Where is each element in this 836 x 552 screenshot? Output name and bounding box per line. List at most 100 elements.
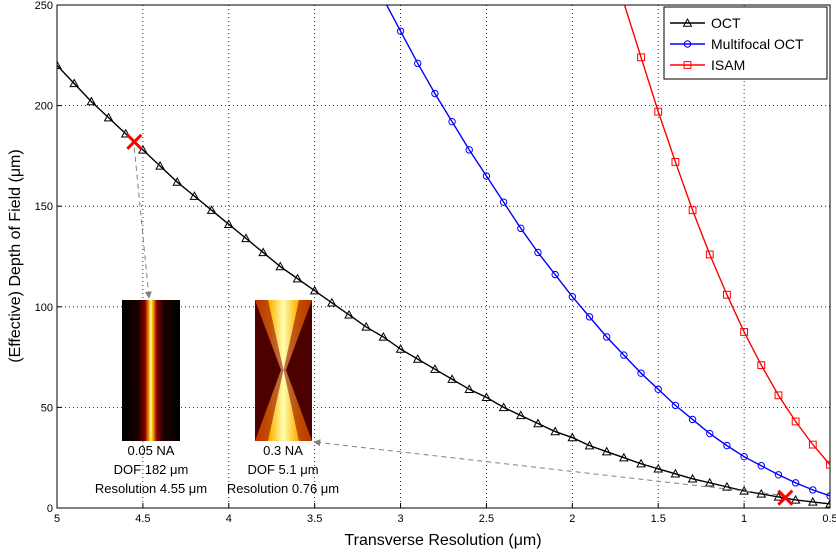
point-multifocal-oct (740, 452, 748, 461)
point-oct (378, 331, 389, 341)
plot-frame (56, 4, 831, 509)
x-tick-label: 3.5 (307, 513, 322, 525)
point-oct (395, 344, 406, 353)
arrow-high-na (313, 439, 778, 496)
point-multifocal-oct (671, 401, 680, 410)
y-tick-label: 50 (41, 402, 53, 414)
point-isam (705, 250, 714, 259)
legend-sample-isam (670, 61, 705, 69)
point-multifocal-oct (637, 369, 645, 377)
point-oct (687, 473, 698, 483)
point-multifocal-oct (414, 59, 422, 68)
point-oct (825, 498, 830, 508)
y-tick-label: 250 (35, 0, 53, 12)
legend-marker-multifocal-oct (683, 40, 692, 48)
point-oct (275, 261, 286, 271)
point-multifocal-oct (396, 27, 405, 35)
point-isam (671, 158, 680, 166)
point-oct (515, 410, 526, 420)
legend: OCT Multifocal OCT ISAM (663, 6, 828, 80)
point-isam (791, 417, 800, 426)
x-tick-label: 3 (397, 513, 403, 525)
point-multifocal-oct (602, 333, 611, 341)
point-isam (757, 361, 766, 370)
y-axis-ticks: 0 50 100 150 200 250 (35, 0, 62, 515)
point-isam (637, 53, 645, 62)
annotation-high-na-line2: DOF 5.1 μm (247, 462, 318, 477)
point-oct (258, 247, 268, 257)
y-tick-label: 100 (35, 302, 53, 314)
point-isam (654, 107, 663, 116)
legend-label-multifocal-oct: Multifocal OCT (711, 36, 804, 52)
y-tick-label: 150 (35, 201, 53, 213)
series-line-isam (623, 5, 830, 466)
point-multifocal-oct (431, 89, 439, 98)
x-tick-label: 4.5 (135, 513, 150, 525)
point-multifocal-oct (706, 429, 714, 438)
legend-label-oct: OCT (711, 15, 741, 31)
point-oct (57, 60, 62, 70)
point-multifocal-oct (551, 270, 559, 279)
point-oct (241, 233, 251, 243)
annotation-high-na-line1: 0.3 NA (263, 443, 303, 458)
point-oct (584, 440, 595, 450)
legend-sample-oct (670, 17, 705, 27)
annotation-high-na-line3: Resolution 0.76 μm (227, 481, 339, 496)
x-tick-label: 5 (54, 513, 60, 525)
point-multifocal-oct (465, 146, 473, 154)
point-oct (138, 144, 148, 154)
point-multifocal-oct (534, 248, 542, 257)
point-multifocal-oct (482, 172, 491, 180)
point-oct (653, 463, 664, 473)
point-multifocal-oct (568, 293, 577, 301)
series-oct (57, 60, 830, 508)
legend-sample-multifocal-oct (670, 40, 705, 48)
y-axis-label: (Effective) Depth of Field (μm) (7, 149, 24, 362)
highlight-markers (126, 133, 794, 506)
point-oct (533, 418, 543, 428)
point-oct (292, 273, 303, 283)
x-tick-label: 4 (226, 513, 232, 525)
y-tick-label: 0 (47, 503, 53, 515)
point-multifocal-oct (654, 385, 662, 393)
annotation-low-na-line3: Resolution 4.55 μm (95, 481, 207, 496)
y-tick-label: 200 (35, 101, 53, 113)
point-isam (740, 328, 749, 336)
beam-image-high-na (255, 300, 312, 441)
point-isam (808, 440, 817, 449)
point-oct (619, 452, 629, 462)
legend-marker-oct (682, 17, 693, 27)
point-oct (601, 446, 612, 456)
point-multifocal-oct (826, 492, 830, 500)
point-oct (430, 364, 440, 373)
annotation-arrows (133, 147, 778, 496)
point-multifocal-oct (448, 117, 456, 126)
annotation-low-na-line2: DOF 182 μm (114, 462, 189, 477)
point-oct (326, 297, 337, 307)
x-tick-label: 2.5 (479, 513, 494, 525)
point-oct (756, 488, 767, 498)
point-oct (464, 384, 475, 393)
point-oct (344, 309, 354, 319)
point-oct (155, 160, 165, 170)
point-oct (223, 219, 234, 229)
series-line-multifocal-oct (385, 5, 830, 497)
point-oct (172, 177, 183, 186)
point-oct (550, 426, 561, 436)
point-oct (773, 491, 784, 501)
point-oct (361, 321, 372, 331)
point-multifocal-oct (774, 471, 783, 479)
point-oct (103, 112, 114, 122)
series-multifocal-oct (385, 5, 830, 500)
x-tick-label: 0.5 (822, 513, 836, 525)
point-oct (86, 96, 97, 106)
point-oct (447, 374, 457, 383)
point-oct (481, 392, 492, 402)
point-oct (69, 78, 80, 88)
x-tick-label: 1 (741, 513, 747, 525)
series-line-oct (57, 64, 830, 505)
point-oct (412, 354, 423, 363)
point-oct (722, 481, 732, 491)
point-multifocal-oct (791, 479, 800, 487)
